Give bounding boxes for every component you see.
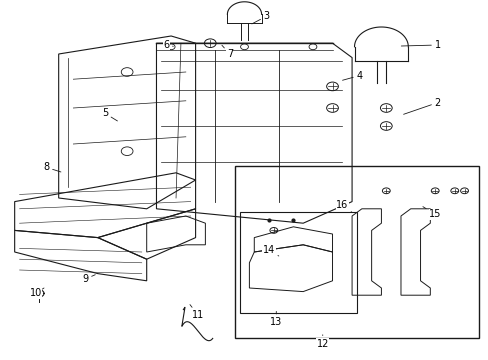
Text: 7: 7 xyxy=(222,45,232,59)
Text: 5: 5 xyxy=(102,108,117,121)
Text: 15: 15 xyxy=(422,207,441,219)
Text: 13: 13 xyxy=(269,311,282,327)
Bar xyxy=(239,212,356,313)
Text: 11: 11 xyxy=(189,305,204,320)
Text: 12: 12 xyxy=(316,335,328,349)
Text: 14: 14 xyxy=(262,245,278,256)
Text: 8: 8 xyxy=(43,162,61,172)
Text: 3: 3 xyxy=(251,11,269,24)
Text: 4: 4 xyxy=(342,71,362,81)
Text: 1: 1 xyxy=(401,40,440,50)
Text: 10: 10 xyxy=(29,288,44,298)
Bar xyxy=(234,166,478,338)
Text: 6: 6 xyxy=(163,40,173,50)
Text: 2: 2 xyxy=(403,98,440,114)
Text: 9: 9 xyxy=(82,274,95,284)
Text: 16: 16 xyxy=(335,200,351,212)
